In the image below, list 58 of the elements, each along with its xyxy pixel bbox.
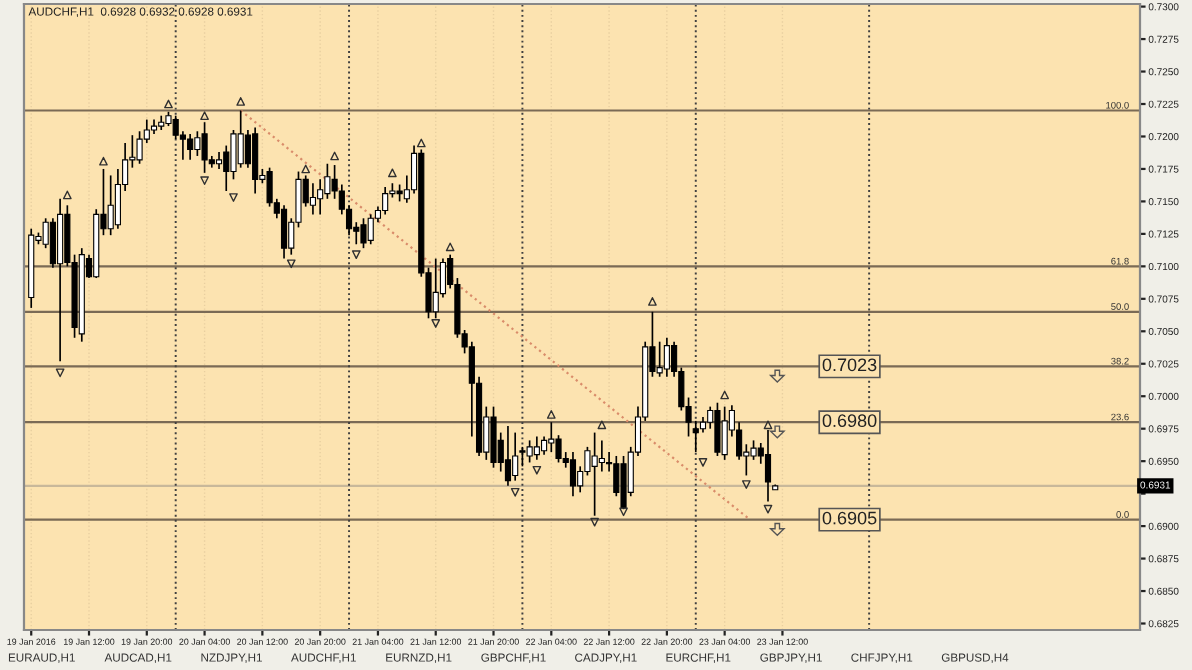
candlestick	[569, 451, 577, 498]
candlestick	[194, 130, 201, 157]
ref-line-label: 0.6980	[822, 414, 877, 428]
candlestick	[201, 121, 208, 174]
candlestick	[280, 204, 288, 260]
candlestick	[382, 186, 389, 216]
point	[229, 193, 238, 202]
candlestick	[187, 133, 194, 161]
point	[62, 190, 72, 200]
candlestick	[309, 182, 317, 216]
point	[445, 242, 455, 252]
candlestick	[512, 431, 519, 482]
ref-line-label: 0.7023	[822, 358, 877, 372]
point	[619, 507, 628, 517]
candlestick	[107, 174, 114, 237]
candlestick	[237, 109, 244, 169]
point	[55, 368, 65, 378]
point	[99, 156, 108, 166]
point	[763, 420, 773, 430]
point	[431, 319, 441, 328]
candlestick	[432, 257, 439, 320]
point	[590, 517, 600, 527]
candlestick	[591, 431, 598, 517]
point	[698, 458, 708, 467]
point	[720, 390, 730, 400]
point	[597, 420, 607, 430]
candlestick	[367, 213, 374, 246]
candlestick	[317, 178, 324, 216]
candlestick	[252, 126, 259, 195]
candlestick	[598, 439, 605, 473]
point	[546, 410, 556, 419]
candlestick	[504, 425, 512, 487]
candlestick	[533, 435, 540, 461]
point	[200, 111, 209, 121]
point	[236, 97, 246, 106]
point	[301, 164, 311, 174]
point	[200, 176, 209, 186]
point	[532, 465, 542, 475]
candlestick	[714, 401, 721, 457]
candlestick	[526, 439, 533, 464]
candlestick	[663, 336, 670, 378]
point	[388, 168, 397, 178]
point	[164, 99, 173, 109]
candlestick	[490, 405, 497, 469]
point	[510, 487, 520, 497]
candlestick	[764, 429, 772, 503]
point	[286, 259, 296, 269]
candlestick	[49, 217, 56, 269]
candlestick	[721, 405, 728, 461]
candlestick	[548, 421, 555, 453]
point	[351, 250, 361, 260]
candlestick	[360, 217, 367, 250]
point	[763, 504, 773, 514]
point	[648, 297, 657, 306]
ref-line-label: 0.6905	[822, 511, 877, 525]
point	[416, 138, 426, 148]
point	[741, 480, 751, 489]
point	[330, 151, 339, 161]
